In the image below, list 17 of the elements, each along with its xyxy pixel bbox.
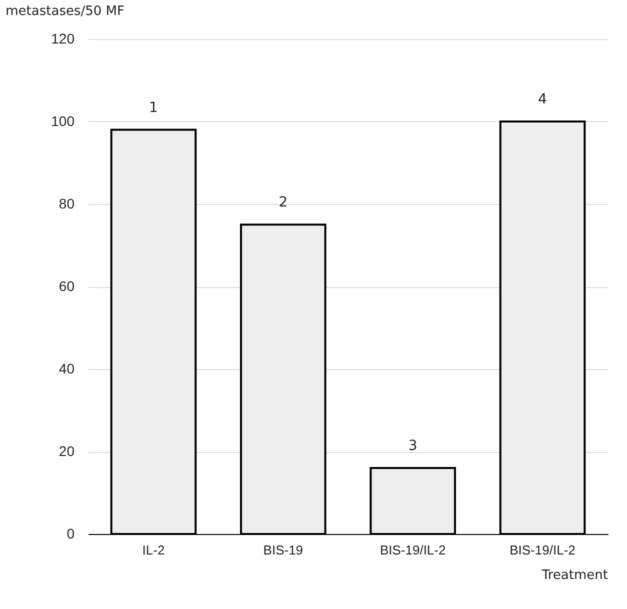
y-tick-label: 60 (58, 278, 75, 294)
y-tick-label: 0 (66, 526, 75, 542)
y-tick-label: 40 (58, 360, 75, 376)
annotation: 2 (278, 194, 288, 211)
annotation: 1 (149, 100, 158, 116)
y-axis-title: metastases/50 MF (6, 4, 124, 19)
x-tick-label: IL-2 (142, 542, 165, 558)
x-tick-label: BIS-19/IL-2 (380, 542, 446, 558)
annotation: 3 (408, 438, 418, 454)
y-tick-label: 120 (51, 30, 75, 46)
y-tick-label: 80 (58, 196, 75, 212)
x-axis-title: Treatment (540, 568, 608, 583)
y-tick-label: 100 (51, 113, 75, 129)
annotation: 4 (538, 92, 548, 108)
y-tick-label: 20 (58, 443, 75, 459)
x-tick-label: BIS-19 (263, 542, 304, 558)
x-tick-label: BIS-19/IL-2 (510, 542, 576, 558)
